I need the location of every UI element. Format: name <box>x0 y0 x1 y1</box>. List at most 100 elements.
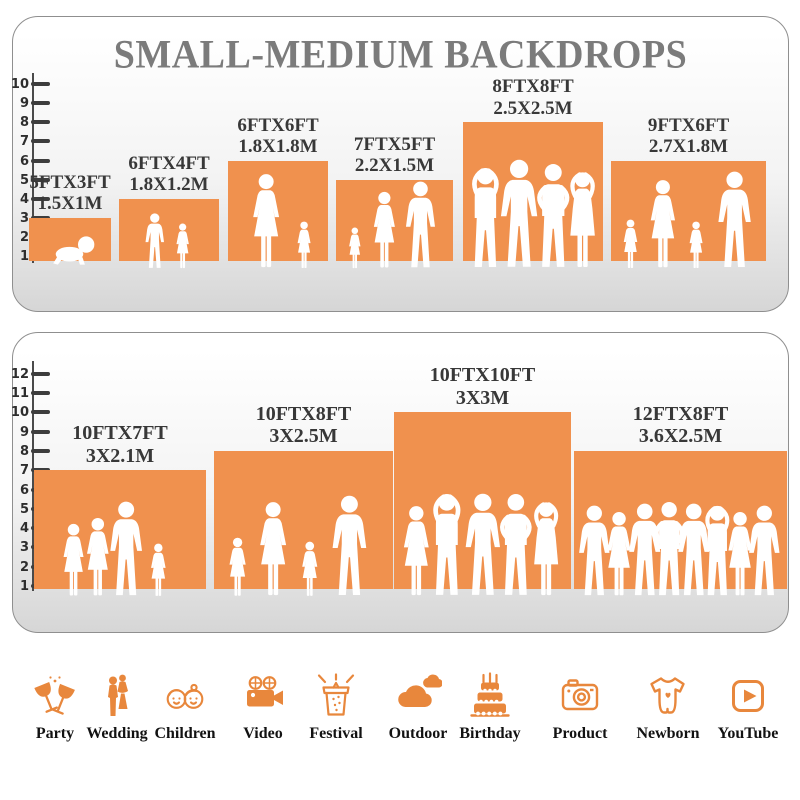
ruler-axis <box>32 73 34 263</box>
person-silhouette <box>745 505 784 597</box>
person-silhouette <box>253 501 293 597</box>
ruler-number: 10 <box>10 405 29 421</box>
person-silhouette <box>402 181 439 269</box>
person-silhouette <box>644 179 682 269</box>
ruler-tick <box>31 196 50 201</box>
size-m-text: 3.6X2.5M <box>638 425 723 448</box>
size-ft-text: 6FTX6FT <box>237 114 319 136</box>
ruler-number: 5 <box>19 501 29 517</box>
size-ft-text: 10FTX7FT <box>72 422 168 444</box>
ruler-tick <box>31 139 50 144</box>
size-chart-panel-upper: SMALL-MEDIUM BACKDROPS 10 9 8 7 6 5 4 3 2 1 5FTX3F… <box>10 16 789 312</box>
children-faces-icon <box>166 683 204 709</box>
ruler-number: 2 <box>19 229 29 245</box>
category-item-birthday: Birthday <box>442 672 538 743</box>
size-ft-text: 8FTX8FT <box>492 76 574 98</box>
ruler-number: 4 <box>19 521 29 537</box>
page-title: SMALL-MEDIUM BACKDROPS <box>113 32 688 78</box>
ruler-number: 10 <box>10 77 29 93</box>
size-m-text: 2.2X1.5M <box>354 155 435 177</box>
category-label: Outdoor <box>388 725 448 742</box>
video-camera-icon <box>247 676 283 707</box>
backdrop-size-label: 6FTX6FT 1.8X1.8M <box>237 115 318 158</box>
size-m-text: 3X3M <box>455 386 510 409</box>
ruler-number: 6 <box>19 153 29 169</box>
party-glasses-icon <box>34 676 75 715</box>
clouds-icon <box>398 674 442 708</box>
category-item-party: Party <box>7 672 103 743</box>
ruler-axis <box>32 361 34 591</box>
size-ft-text: 9FTX6FT <box>647 114 730 136</box>
category-label: Birthday <box>459 725 521 742</box>
ruler-number: 11 <box>10 386 29 401</box>
ruler-number: 7 <box>19 134 29 150</box>
backdrop-size-label: 9FTX6FT 2.7X1.8M <box>648 115 729 158</box>
backdrop-size-label: 7FTX5FT 2.2X1.5M <box>354 134 435 177</box>
person-silhouette <box>328 495 371 597</box>
person-silhouette <box>368 191 401 269</box>
ruler-number: 1 <box>19 249 29 264</box>
size-m-text: 2.5X2.5M <box>493 97 573 119</box>
category-item-youtube: YouTube <box>700 672 796 743</box>
ruler-number: 9 <box>19 424 29 440</box>
ruler-tick <box>31 448 50 453</box>
ruler-number: 5 <box>19 172 29 188</box>
ruler-tick <box>31 429 50 434</box>
backdrop-rect-6ftx4ft <box>119 198 219 261</box>
baby-onesie-icon <box>650 677 685 714</box>
category-label: Children <box>154 725 216 742</box>
size-m-text: 2.7X1.8M <box>648 136 729 158</box>
wedding-couple-icon <box>108 674 128 716</box>
person-silhouette <box>246 173 286 269</box>
ruler-tick <box>31 82 50 87</box>
person-silhouette <box>714 171 755 269</box>
size-ft-text: 7FTX5FT <box>353 133 436 155</box>
size-m-text: 1.8X1.2M <box>129 174 209 196</box>
ruler-number: 4 <box>19 191 29 207</box>
ruler-number: 9 <box>19 96 29 112</box>
size-ft-text: 10FTX10FT <box>429 364 536 387</box>
ruler-number: 3 <box>19 210 29 226</box>
person-silhouette <box>225 537 250 597</box>
category-label: Product <box>552 725 608 742</box>
size-ft-text: 12FTX8FT <box>632 402 729 425</box>
ruler-number: 8 <box>19 115 29 131</box>
person-silhouette <box>47 235 97 265</box>
ruler-tick <box>31 177 50 182</box>
backdrop-size-label: 10FTX7FT 3X2.1M <box>72 422 168 467</box>
size-ft-text: 6FTX4FT <box>128 152 210 174</box>
backdrop-rect-6ftx6ft <box>228 160 328 261</box>
category-item-wedding: Wedding <box>69 672 165 743</box>
backdrop-size-label: 8FTX8FT 2.5X2.5M <box>492 76 573 119</box>
ruler-number: 6 <box>19 482 29 498</box>
person-silhouette <box>346 227 364 269</box>
category-label: Video <box>243 725 283 742</box>
backdrop-size-label: 6FTX4FT 1.8X1.2M <box>128 153 209 196</box>
category-item-newborn: Newborn <box>620 672 716 743</box>
ruler-number: 2 <box>19 559 29 575</box>
person-silhouette <box>143 213 167 269</box>
ruler-number: 3 <box>19 540 29 556</box>
category-item-product: Product <box>532 672 628 743</box>
size-ft-text: 5FTX3FT <box>29 171 111 193</box>
category-item-video: Video <box>215 672 311 743</box>
ruler-number: 7 <box>19 463 29 479</box>
size-m-text: 3X2.5M <box>269 425 338 448</box>
person-silhouette <box>173 223 192 269</box>
category-label: Party <box>35 725 75 742</box>
backdrop-size-label: 12FTX8FT 3.6X2.5M <box>633 403 729 448</box>
photo-camera-icon <box>561 679 599 711</box>
ruler-number: 1 <box>19 579 29 594</box>
ruler-tick <box>31 120 50 125</box>
size-ft-text: 10FTX8FT <box>255 402 352 425</box>
ruler-number: 12 <box>10 366 29 382</box>
ruler-tick <box>31 410 50 415</box>
person-silhouette <box>294 221 314 269</box>
category-label: Festival <box>309 725 363 742</box>
person-silhouette <box>106 501 146 597</box>
category-label: YouTube <box>717 725 779 742</box>
size-m-text: 1.8X1.8M <box>238 136 318 158</box>
person-silhouette <box>298 541 322 597</box>
category-item-festival: Festival <box>288 672 384 743</box>
